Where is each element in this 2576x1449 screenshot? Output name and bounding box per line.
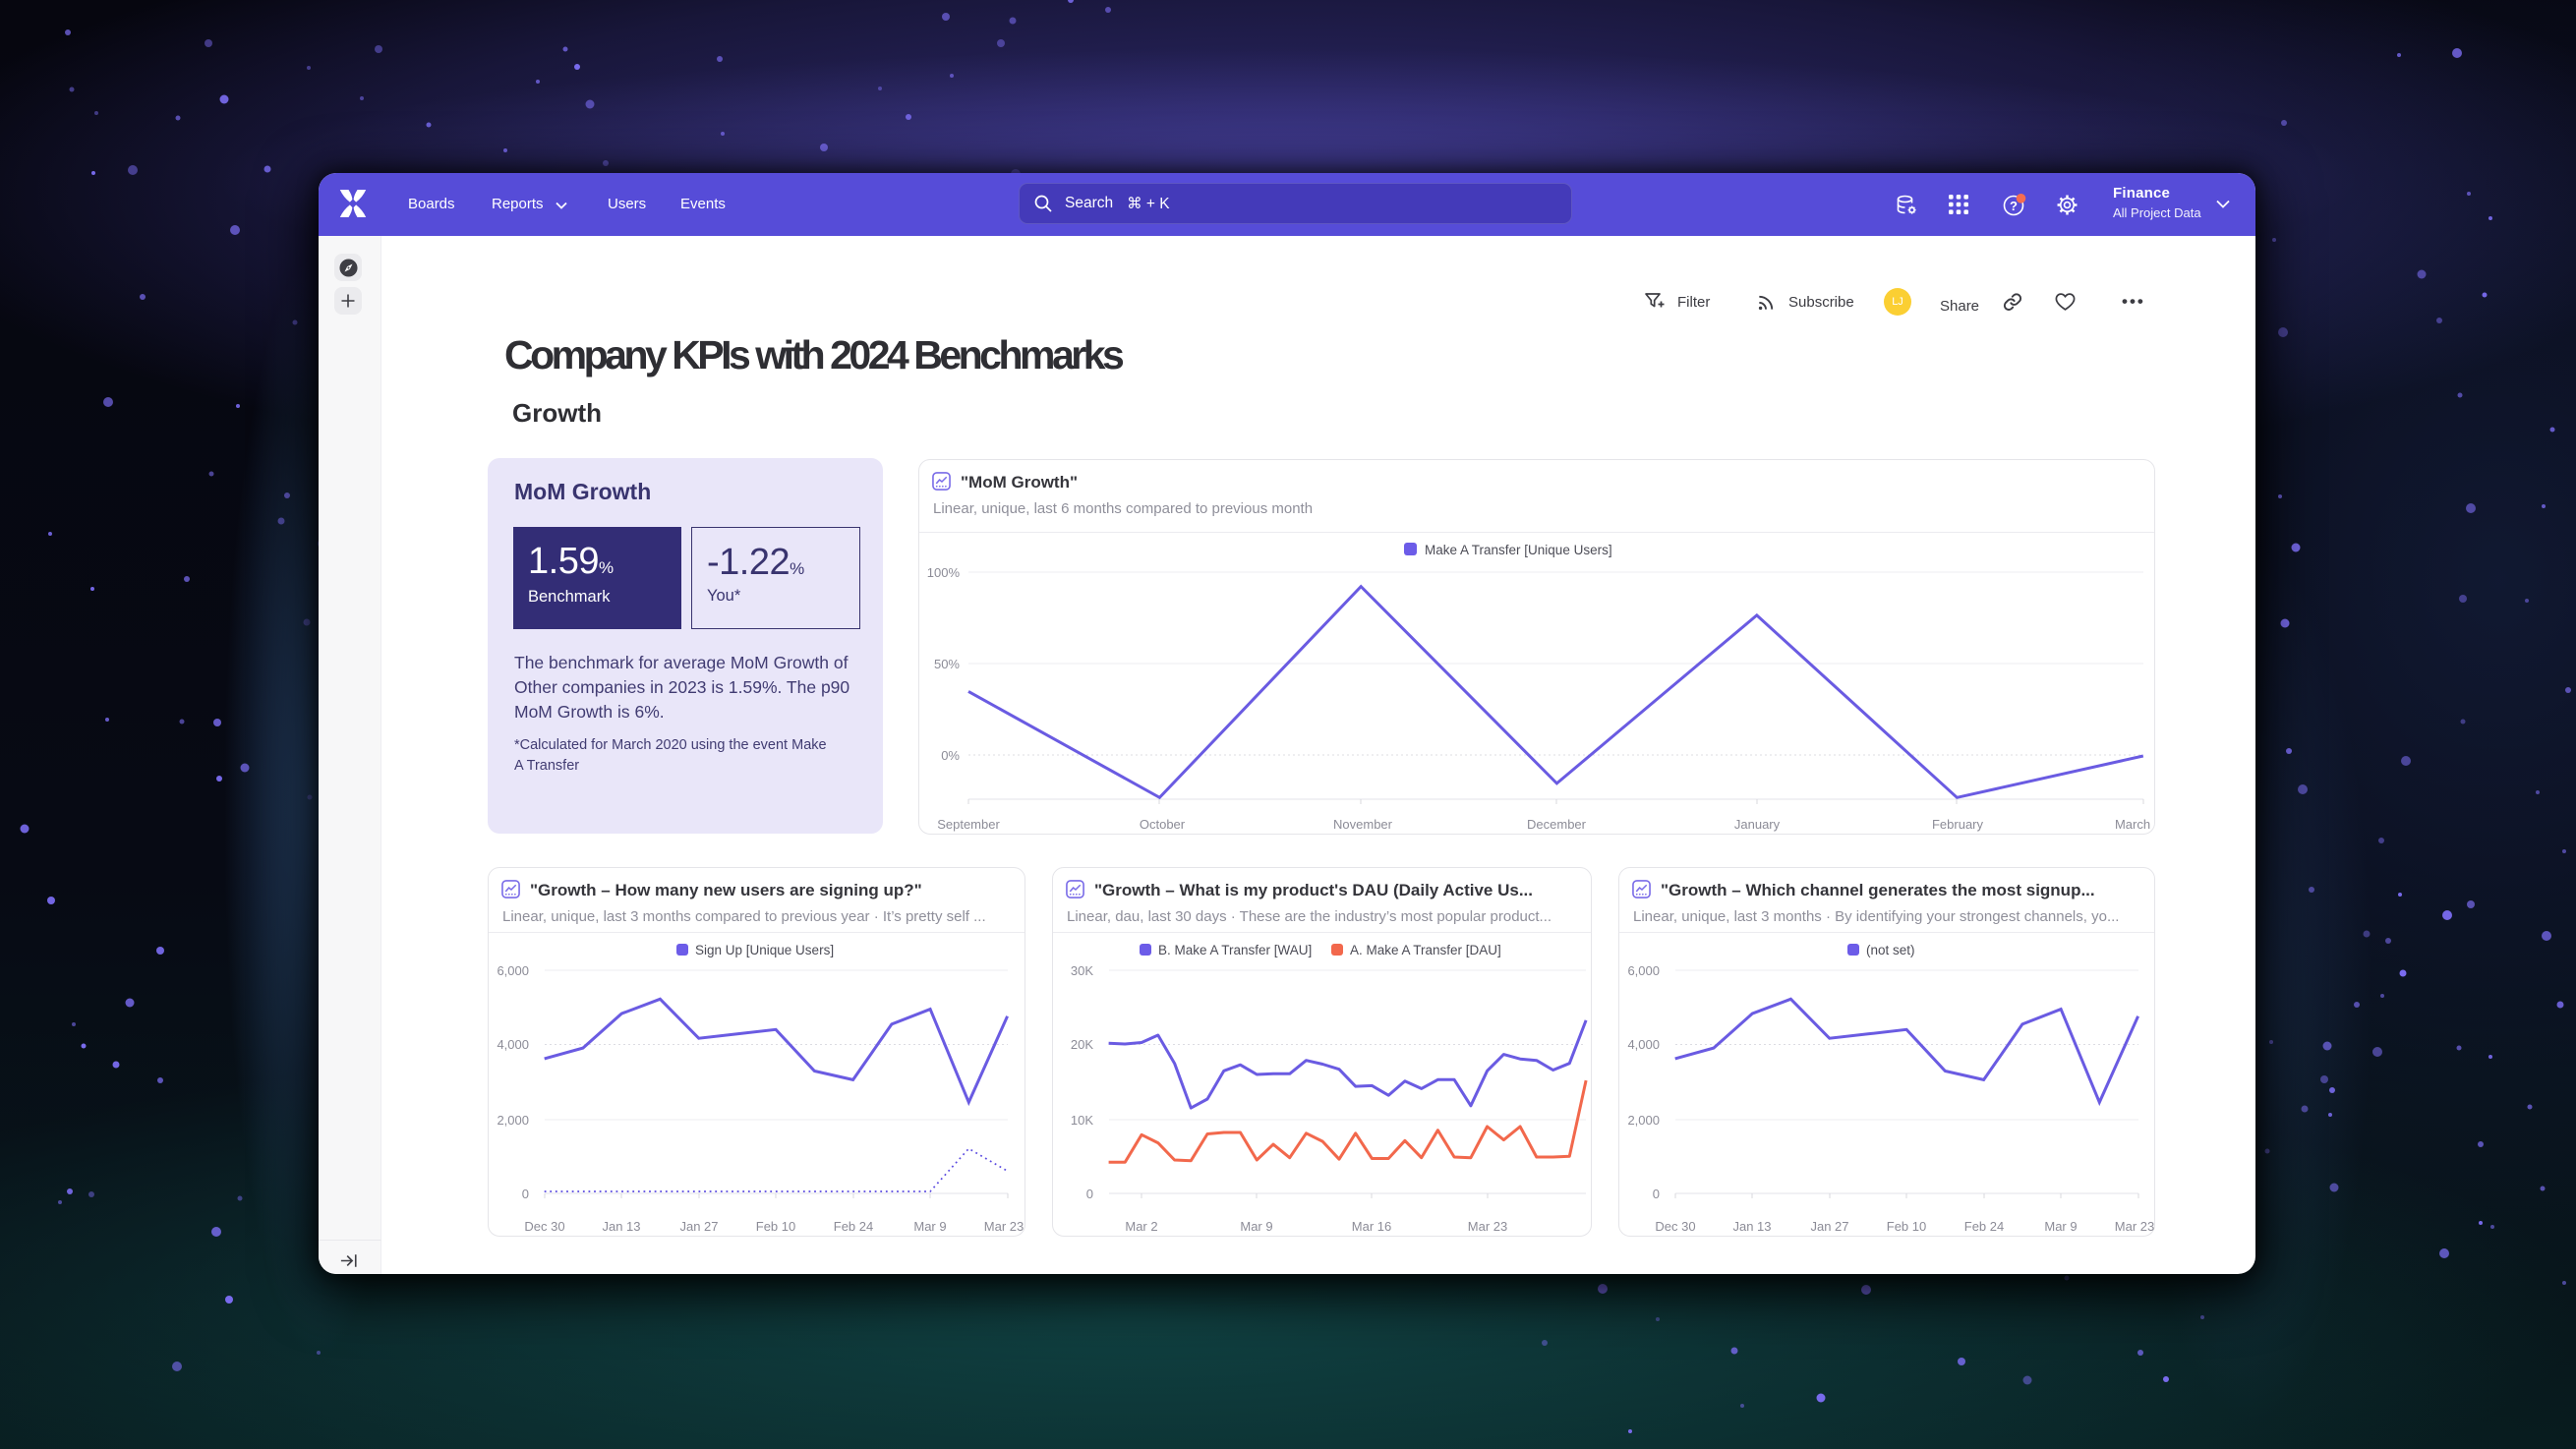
svg-text:6,000: 6,000	[1627, 963, 1660, 978]
svg-text:6,000: 6,000	[497, 963, 529, 978]
svg-text:4,000: 4,000	[1627, 1037, 1660, 1052]
svg-text:Mar 23: Mar 23	[2115, 1219, 2154, 1234]
svg-text:December: December	[1527, 817, 1587, 832]
svg-text:Mar 23: Mar 23	[1468, 1219, 1507, 1234]
svg-text:Mar 9: Mar 9	[2044, 1219, 2077, 1234]
svg-text:A. Make A Transfer [DAU]: A. Make A Transfer [DAU]	[1350, 943, 1501, 957]
svg-text:2,000: 2,000	[1627, 1113, 1660, 1128]
svg-text:Mar 9: Mar 9	[1240, 1219, 1272, 1234]
svg-text:Jan 27: Jan 27	[679, 1219, 718, 1234]
svg-text:0: 0	[1086, 1187, 1093, 1201]
svg-text:March: March	[2115, 817, 2150, 832]
svg-text:January: January	[1734, 817, 1781, 832]
svg-text:Jan 13: Jan 13	[602, 1219, 640, 1234]
svg-text:Feb 24: Feb 24	[834, 1219, 873, 1234]
svg-text:B. Make A Transfer [WAU]: B. Make A Transfer [WAU]	[1158, 943, 1312, 957]
svg-text:Make A Transfer [Unique Users]: Make A Transfer [Unique Users]	[1425, 543, 1612, 557]
svg-text:Feb 10: Feb 10	[756, 1219, 795, 1234]
svg-text:Jan 27: Jan 27	[1810, 1219, 1848, 1234]
svg-text:November: November	[1333, 817, 1393, 832]
svg-text:Mar 16: Mar 16	[1352, 1219, 1391, 1234]
svg-text:20K: 20K	[1071, 1037, 1093, 1052]
svg-text:50%: 50%	[934, 657, 960, 671]
svg-text:Mar 23: Mar 23	[984, 1219, 1024, 1234]
svg-text:(not set): (not set)	[1866, 943, 1915, 957]
svg-text:September: September	[937, 817, 1000, 832]
svg-text:4,000: 4,000	[497, 1037, 529, 1052]
svg-text:0: 0	[522, 1187, 529, 1201]
svg-text:0%: 0%	[941, 748, 960, 763]
svg-text:Dec 30: Dec 30	[1655, 1219, 1695, 1234]
svg-text:Sign Up [Unique Users]: Sign Up [Unique Users]	[695, 943, 834, 957]
svg-text:February: February	[1932, 817, 1984, 832]
svg-text:Mar 9: Mar 9	[913, 1219, 946, 1234]
svg-text:Feb 24: Feb 24	[1964, 1219, 2004, 1234]
svg-text:Dec 30: Dec 30	[524, 1219, 564, 1234]
svg-text:Jan 13: Jan 13	[1732, 1219, 1771, 1234]
svg-text:2,000: 2,000	[497, 1113, 529, 1128]
svg-text:October: October	[1140, 817, 1186, 832]
svg-text:Mar 2: Mar 2	[1125, 1219, 1157, 1234]
svg-text:?: ?	[2010, 199, 2018, 213]
svg-text:10K: 10K	[1071, 1113, 1093, 1128]
svg-text:Feb 10: Feb 10	[1887, 1219, 1926, 1234]
svg-text:30K: 30K	[1071, 963, 1093, 978]
svg-text:0: 0	[1653, 1187, 1660, 1201]
svg-text:100%: 100%	[927, 565, 961, 580]
